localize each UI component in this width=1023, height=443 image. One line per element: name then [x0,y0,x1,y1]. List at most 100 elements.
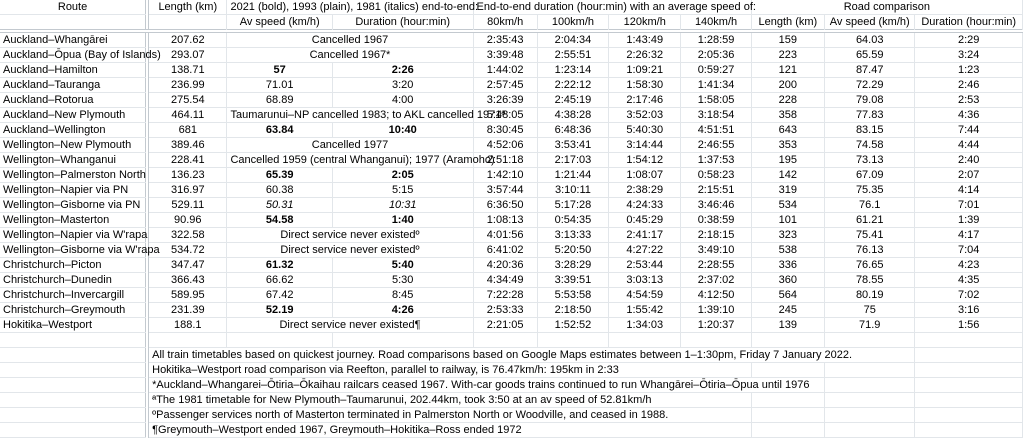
cell-duration-at-100kmh[interactable]: 1:52:52 [537,317,610,333]
cell-train-av-speed[interactable]: 68.89 [226,92,333,108]
header-100kmh[interactable]: 100km/h [537,14,610,30]
cell-duration-at-100kmh[interactable]: 1:21:44 [537,167,610,183]
cell-duration-at-140kmh[interactable]: 2:15:51 [680,182,752,198]
cell-length[interactable]: 322.58 [148,227,228,243]
cell-length[interactable]: 231.39 [148,302,228,318]
cell-duration-at-80kmh[interactable]: 2:57:45 [473,77,538,93]
cell-route[interactable]: Wellington–Whanganui [0,152,146,168]
cell-duration-at-140kmh[interactable]: 3:46:46 [680,197,752,213]
header-length-blank[interactable] [148,14,228,30]
cell-length[interactable]: 293.07 [148,47,228,63]
empty-cell[interactable] [751,422,826,438]
cell-road-av-speed[interactable]: 75.35 [824,182,916,198]
cell-length[interactable]: 529.11 [148,197,228,213]
cell-road-length[interactable]: 643 [751,122,826,138]
cell-duration-at-120kmh[interactable]: 1:43:49 [608,32,682,48]
cell-duration-at-120kmh[interactable]: 1:08:07 [608,167,682,183]
cell-road-av-speed[interactable]: 77.83 [824,107,916,123]
cell-duration-at-100kmh[interactable]: 1:23:14 [537,62,610,78]
footnote-text[interactable]: ªThe 1981 timetable for New Plymouth–Tau… [148,392,752,408]
cell-route[interactable]: Wellington–Napier via PN [0,182,146,198]
cell-train-av-speed[interactable]: 60.38 [226,182,333,198]
cell-train-av-speed[interactable]: 71.01 [226,77,333,93]
cell-road-length[interactable]: 360 [751,272,826,288]
cell-duration-at-80kmh[interactable]: 3:26:39 [473,92,538,108]
empty-cell[interactable] [751,332,826,348]
cell-duration-at-80kmh[interactable]: 6:41:02 [473,242,538,258]
cell-road-av-speed[interactable]: 83.15 [824,122,916,138]
cell-train-note[interactable]: Cancelled 1967 [226,32,474,48]
cell-duration-at-100kmh[interactable]: 2:45:19 [537,92,610,108]
cell-route[interactable]: Wellington–Palmerston North [0,167,146,183]
cell-duration-at-100kmh[interactable]: 4:38:28 [537,107,610,123]
empty-cell[interactable] [680,332,752,348]
cell-road-length[interactable]: 101 [751,212,826,228]
cell-route[interactable]: Auckland–Tauranga [0,77,146,93]
cell-train-note[interactable]: Direct service never existedº [226,242,474,258]
cell-duration-at-120kmh[interactable]: 3:03:13 [608,272,682,288]
cell-road-length[interactable]: 319 [751,182,826,198]
cell-route[interactable]: Auckland–Ōpua (Bay of Islands) [0,47,161,63]
cell-duration-at-140kmh[interactable]: 1:20:37 [680,317,752,333]
header-road-group[interactable]: Road comparison [751,0,1023,15]
cell-length[interactable]: 275.54 [148,92,228,108]
header-120kmh[interactable]: 120km/h [608,14,682,30]
cell-train-duration[interactable]: 10:31 [332,197,474,213]
footnote-text[interactable]: *Auckland–Whangarei–Ōtiria–Ōkaihau railc… [148,377,826,393]
cell-duration-at-140kmh[interactable]: 2:18:15 [680,227,752,243]
empty-cell[interactable] [824,362,916,378]
cell-road-length[interactable]: 195 [751,152,826,168]
empty-cell[interactable] [332,332,474,348]
empty-cell[interactable] [0,407,146,423]
cell-length[interactable]: 228.41 [148,152,228,168]
cell-duration-at-140kmh[interactable]: 0:58:23 [680,167,752,183]
empty-cell[interactable] [824,392,916,408]
cell-duration-at-140kmh[interactable]: 2:37:02 [680,272,752,288]
footnote-text[interactable]: ¶Greymouth–Westport ended 1967, Greymout… [148,422,752,438]
cell-road-length[interactable]: 538 [751,242,826,258]
cell-train-note[interactable]: Direct service never existedº [226,227,474,243]
cell-route[interactable]: Wellington–New Plymouth [0,137,146,153]
cell-duration-at-140kmh[interactable]: 3:49:10 [680,242,752,258]
cell-duration-at-100kmh[interactable]: 2:04:34 [537,32,610,48]
cell-road-length[interactable]: 245 [751,302,826,318]
cell-road-av-speed[interactable]: 61.21 [824,212,916,228]
cell-road-duration[interactable]: 7:44 [914,122,1023,138]
cell-duration-at-140kmh[interactable]: 2:46:55 [680,137,752,153]
cell-route[interactable]: Wellington–Masterton [0,212,146,228]
cell-road-duration[interactable]: 4:35 [914,272,1023,288]
cell-duration-at-140kmh[interactable]: 1:39:10 [680,302,752,318]
cell-duration-at-120kmh[interactable]: 3:52:03 [608,107,682,123]
cell-road-length[interactable]: 121 [751,62,826,78]
cell-duration-at-140kmh[interactable]: 2:05:36 [680,47,752,63]
cell-road-av-speed[interactable]: 64.03 [824,32,916,48]
cell-road-av-speed[interactable]: 75 [824,302,916,318]
cell-road-av-speed[interactable]: 79.08 [824,92,916,108]
cell-train-av-speed[interactable]: 65.39 [226,167,333,183]
empty-cell[interactable] [0,422,146,438]
cell-duration-at-120kmh[interactable]: 2:26:32 [608,47,682,63]
cell-duration-at-140kmh[interactable]: 0:38:59 [680,212,752,228]
cell-road-av-speed[interactable]: 67.09 [824,167,916,183]
empty-cell[interactable] [914,407,1023,423]
cell-duration-at-80kmh[interactable]: 6:36:50 [473,197,538,213]
cell-train-av-speed[interactable]: 63.84 [226,122,333,138]
cell-route[interactable]: Wellington–Gisborne via W'rapa [0,242,160,258]
cell-duration-at-140kmh[interactable]: 4:51:51 [680,122,752,138]
empty-cell[interactable] [914,377,1023,393]
cell-road-duration[interactable]: 7:02 [914,287,1023,303]
cell-road-duration[interactable]: 2:46 [914,77,1023,93]
cell-duration-at-140kmh[interactable]: 1:41:34 [680,77,752,93]
cell-road-av-speed[interactable]: 76.1 [824,197,916,213]
empty-cell[interactable] [751,392,826,408]
cell-road-length[interactable]: 228 [751,92,826,108]
cell-route[interactable]: Auckland–Hamilton [0,62,146,78]
cell-train-duration[interactable]: 4:00 [332,92,474,108]
cell-duration-at-80kmh[interactable]: 2:51:18 [473,152,538,168]
cell-length[interactable]: 534.72 [148,242,228,258]
cell-road-length[interactable]: 142 [751,167,826,183]
cell-route[interactable]: Auckland–New Plymouth [0,107,146,123]
cell-train-av-speed[interactable]: 57 [226,62,333,78]
cell-duration-at-140kmh[interactable]: 1:28:59 [680,32,752,48]
cell-road-duration[interactable]: 2:40 [914,152,1023,168]
